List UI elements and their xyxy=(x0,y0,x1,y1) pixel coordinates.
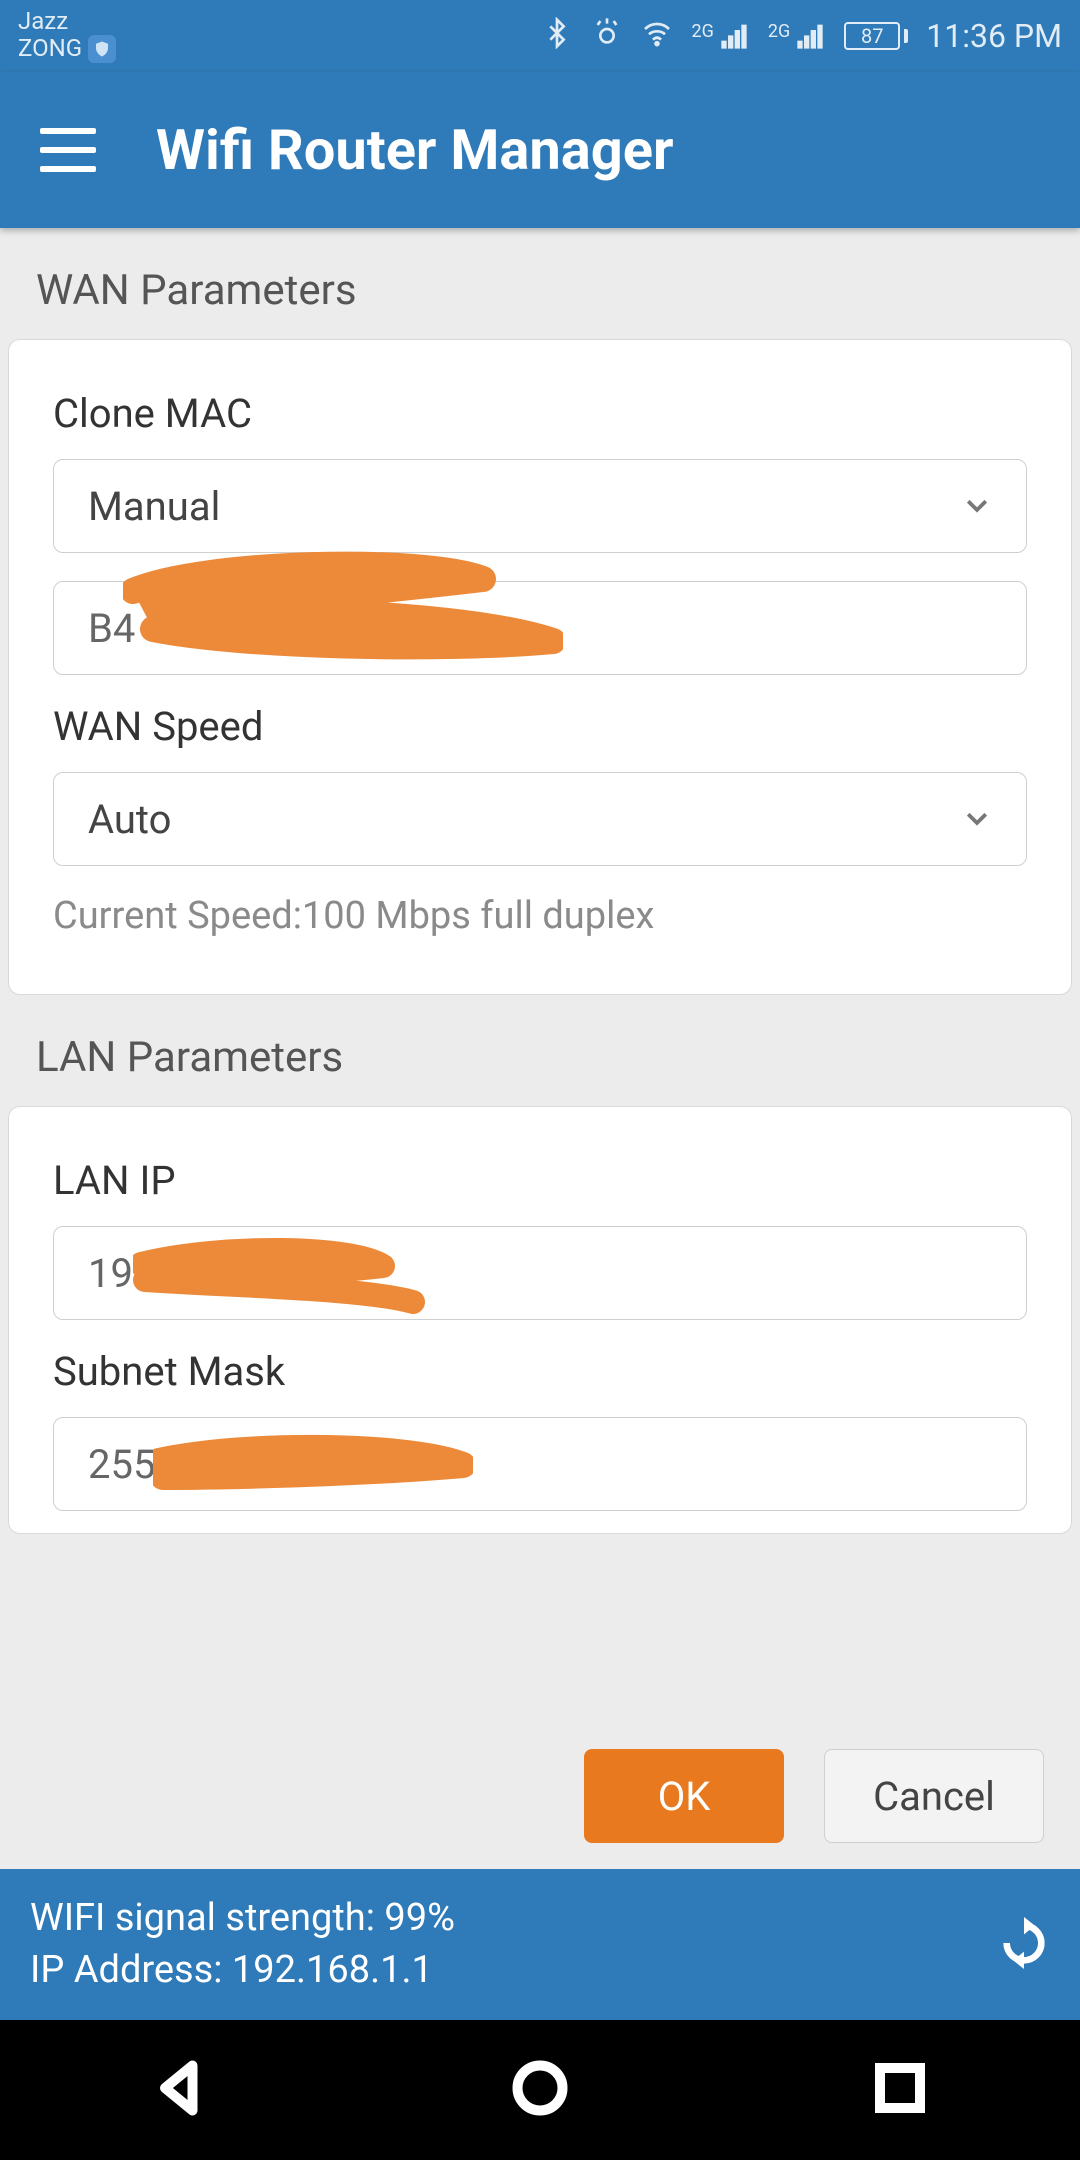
mac-address-input[interactable]: B4 xyxy=(53,581,1027,675)
menu-icon[interactable] xyxy=(40,128,96,172)
status-carriers: Jazz ZONG xyxy=(18,9,116,62)
clock: 11:36 PM xyxy=(926,17,1062,55)
wifi-icon xyxy=(641,17,673,56)
lan-ip-value: 192.16 xyxy=(88,1250,211,1297)
cancel-button[interactable]: Cancel xyxy=(824,1749,1044,1843)
subnet-mask-label: Subnet Mask xyxy=(53,1348,1027,1395)
content: WAN Parameters Clone MAC Manual B4 WAN S… xyxy=(0,228,1080,1723)
ip-address-text: IP Address: 192.168.1.1 xyxy=(30,1945,455,1996)
wan-speed-label: WAN Speed xyxy=(53,703,1027,750)
signal-2: 2G xyxy=(768,20,826,52)
screen: Jazz ZONG 2G 2G xyxy=(0,0,1080,2160)
network-type-1: 2G xyxy=(691,21,713,42)
clone-mac-label: Clone MAC xyxy=(53,390,1027,437)
back-icon[interactable] xyxy=(150,2058,210,2122)
clone-mac-value: Manual xyxy=(88,483,220,530)
button-row: OK Cancel xyxy=(0,1723,1080,1869)
app-title: Wifi Router Manager xyxy=(156,117,673,183)
wan-section-title: WAN Parameters xyxy=(0,228,1080,339)
current-speed-text: Current Speed:100 Mbps full duplex xyxy=(53,894,1027,938)
network-type-2: 2G xyxy=(768,21,790,42)
wan-speed-value: Auto xyxy=(88,796,171,843)
status-bar: Jazz ZONG 2G 2G xyxy=(0,0,1080,72)
recent-icon[interactable] xyxy=(870,2058,930,2122)
carrier-2: ZONG xyxy=(18,36,82,61)
app-bar: Wifi Router Manager xyxy=(0,72,1080,228)
battery-percent: 87 xyxy=(861,24,883,48)
lan-ip-label: LAN IP xyxy=(53,1157,1027,1204)
refresh-icon[interactable] xyxy=(998,1917,1050,1973)
shield-icon xyxy=(88,35,116,63)
wan-card: Clone MAC Manual B4 WAN Speed Auto Curre… xyxy=(8,339,1072,995)
signal-1: 2G xyxy=(691,20,749,52)
status-icons: 2G 2G 87 11:36 PM xyxy=(541,17,1062,56)
lan-ip-input[interactable]: 192.16 xyxy=(53,1226,1027,1320)
wan-speed-select[interactable]: Auto xyxy=(53,772,1027,866)
clone-mac-select[interactable]: Manual xyxy=(53,459,1027,553)
bluetooth-icon xyxy=(541,17,573,56)
footer-bar: WIFI signal strength: 99% IP Address: 19… xyxy=(0,1869,1080,2020)
mac-address-value: B4 xyxy=(88,605,135,652)
chevron-down-icon xyxy=(962,483,992,530)
lan-section-title: LAN Parameters xyxy=(0,995,1080,1106)
ok-button[interactable]: OK xyxy=(584,1749,784,1843)
android-navbar xyxy=(0,2020,1080,2160)
footer-text: WIFI signal strength: 99% IP Address: 19… xyxy=(30,1893,455,1996)
home-icon[interactable] xyxy=(510,2058,570,2122)
subnet-mask-input[interactable]: 255 xyxy=(53,1417,1027,1511)
lan-card: LAN IP 192.16 Subnet Mask 255 xyxy=(8,1106,1072,1534)
eye-icon xyxy=(591,17,623,56)
carrier-1: Jazz xyxy=(18,9,116,34)
battery-indicator: 87 xyxy=(844,22,908,50)
chevron-down-icon xyxy=(962,796,992,843)
wifi-strength-text: WIFI signal strength: 99% xyxy=(30,1893,455,1944)
subnet-mask-value: 255 xyxy=(88,1441,155,1488)
